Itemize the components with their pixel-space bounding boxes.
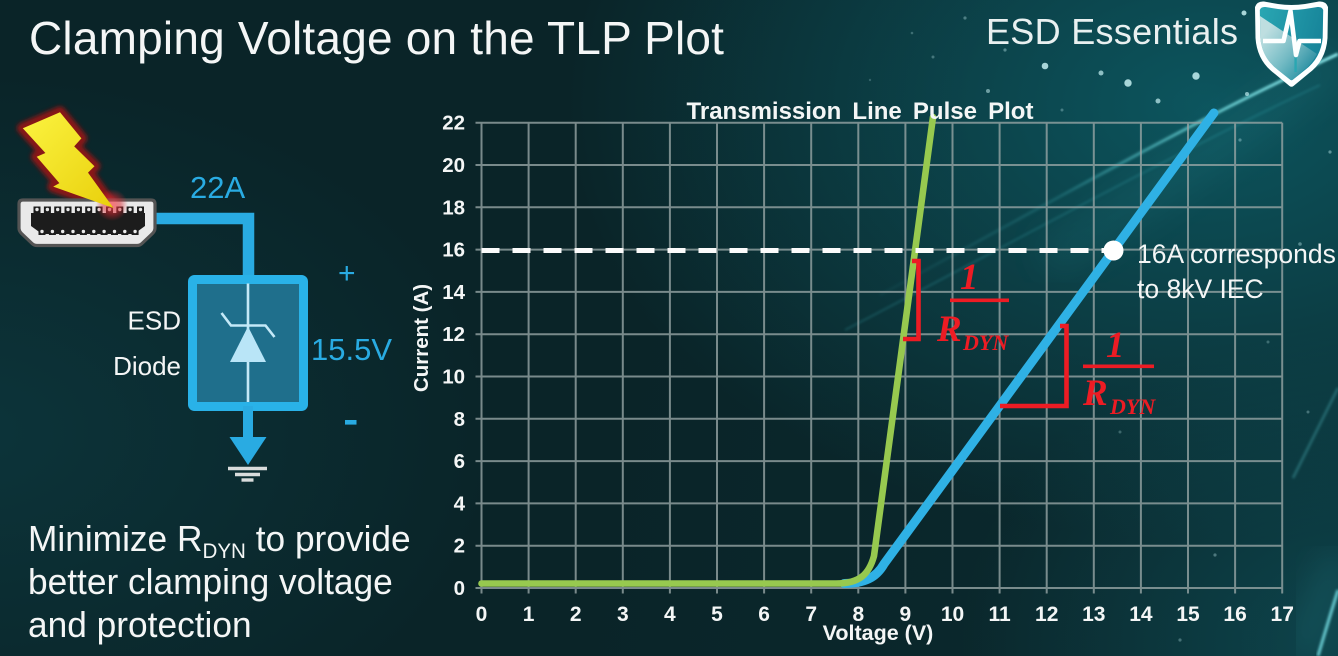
svg-text:10: 10 <box>941 603 964 626</box>
svg-text:Current (A): Current (A) <box>410 284 433 392</box>
svg-text:ESD: ESD <box>128 306 181 336</box>
svg-text:Transmission Line Pulse Plot: Transmission Line Pulse Plot <box>687 98 1034 125</box>
svg-text:14: 14 <box>442 281 465 304</box>
svg-text:14: 14 <box>1129 603 1153 626</box>
svg-text:15.5V: 15.5V <box>311 332 392 367</box>
svg-text:+: + <box>338 257 356 290</box>
svg-text:11: 11 <box>988 603 1011 626</box>
svg-text:4: 4 <box>454 492 466 515</box>
svg-text:2: 2 <box>454 535 465 558</box>
svg-text:16: 16 <box>442 239 465 262</box>
svg-text:1: 1 <box>1106 325 1125 366</box>
svg-text:5: 5 <box>711 603 723 626</box>
svg-text:2: 2 <box>570 603 582 626</box>
svg-text:to 8kV IEC: to 8kV IEC <box>1137 274 1264 304</box>
svg-text:12: 12 <box>1035 603 1058 626</box>
svg-text:Diode: Diode <box>113 351 181 381</box>
svg-text:Voltage (V): Voltage (V) <box>823 621 934 645</box>
svg-text:6: 6 <box>454 450 465 473</box>
svg-text:DYN: DYN <box>1109 394 1156 419</box>
svg-text:3: 3 <box>617 603 629 626</box>
svg-text:8: 8 <box>454 408 465 431</box>
svg-text:13: 13 <box>1082 603 1105 626</box>
svg-text:20: 20 <box>442 154 465 177</box>
svg-text:16: 16 <box>1223 603 1246 626</box>
svg-text:16A corresponds: 16A corresponds <box>1137 239 1336 269</box>
svg-text:15: 15 <box>1176 603 1200 626</box>
svg-text:8: 8 <box>852 603 864 626</box>
svg-text:6: 6 <box>758 603 770 626</box>
svg-text:0: 0 <box>476 603 488 626</box>
svg-text:9: 9 <box>900 603 912 626</box>
svg-text:1: 1 <box>523 603 535 626</box>
svg-text:22A: 22A <box>190 170 245 205</box>
svg-text:10: 10 <box>442 366 465 389</box>
svg-text:0: 0 <box>454 577 465 600</box>
svg-text:7: 7 <box>805 603 817 626</box>
svg-text:R: R <box>1082 373 1108 414</box>
svg-text:1: 1 <box>960 257 979 298</box>
svg-text:R: R <box>936 309 962 350</box>
svg-text:DYN: DYN <box>962 330 1009 355</box>
svg-text:12: 12 <box>442 323 465 346</box>
svg-text:17: 17 <box>1271 603 1294 626</box>
svg-text:22: 22 <box>442 112 465 135</box>
svg-text:4: 4 <box>664 603 676 626</box>
svg-text:18: 18 <box>442 196 465 219</box>
